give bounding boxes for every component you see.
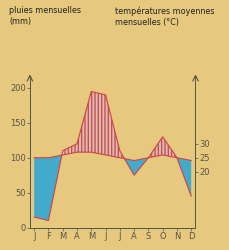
Text: pluies mensuelles
(mm): pluies mensuelles (mm) [9,6,81,26]
Text: températures moyennes
mensuelles (°C): températures moyennes mensuelles (°C) [114,6,214,27]
